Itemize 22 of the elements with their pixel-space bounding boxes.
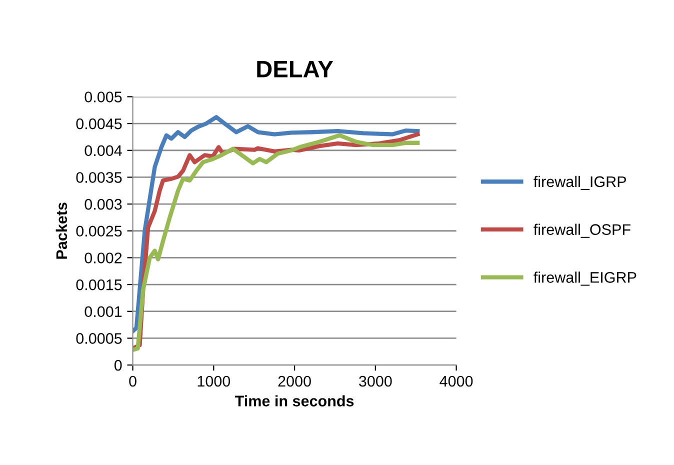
chart-title: DELAY — [257, 61, 334, 78]
legend-label: firewall_IGRP — [534, 176, 626, 190]
y-tick-label: 0.002 — [84, 252, 122, 264]
x-axis-title: Time in seconds — [234, 395, 354, 406]
x-tick-label: 0 — [129, 376, 136, 387]
y-tick-label: 0.0045 — [76, 118, 122, 130]
y-tick-label: 0.004 — [84, 145, 122, 156]
legend-label: firewall_OSPF — [534, 224, 630, 238]
y-tick-label: 0 — [114, 360, 122, 371]
y-tick-label: 0.005 — [84, 92, 122, 102]
y-tick-label: 0.003 — [84, 198, 122, 210]
x-tick-label: 4000 — [440, 376, 473, 387]
y-tick-label: 0.0025 — [76, 226, 122, 237]
x-tick-label: 3000 — [359, 376, 392, 387]
y-tick-label: 0.0005 — [76, 333, 122, 344]
legend-label: firewall_EIGRP — [534, 272, 636, 286]
x-tick-label: 1000 — [198, 376, 230, 387]
y-tick-label: 0.0015 — [76, 279, 122, 290]
y-tick-label: 0.001 — [84, 306, 122, 318]
y-axis-title: Packets — [56, 202, 68, 259]
x-tick-label: 2000 — [278, 376, 311, 387]
y-tick-label: 0.0035 — [76, 172, 122, 183]
